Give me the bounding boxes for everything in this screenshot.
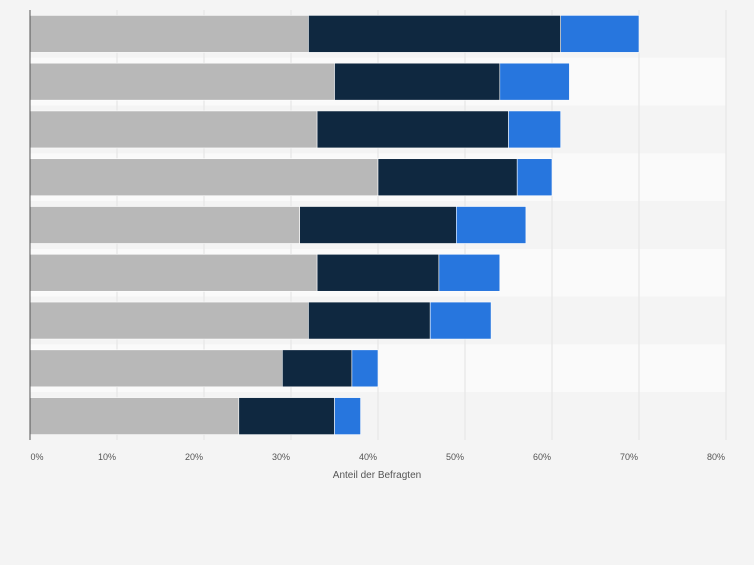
bar-segment-series-3[interactable] — [516, 158, 553, 197]
bar-segment-series-2[interactable] — [281, 349, 353, 388]
bar-segment-series-2[interactable] — [316, 110, 509, 149]
bar-segment-series-1[interactable] — [29, 15, 309, 53]
x-tick-labels: 0% 10% 20% 30% 40% 50% 60% 70% 80% — [30, 452, 725, 462]
x-tick-label: 40% — [359, 452, 377, 462]
bar-segment-series-1[interactable] — [29, 206, 301, 244]
x-tick-label: 10% — [98, 452, 116, 462]
bar-segment-series-3[interactable] — [351, 349, 379, 388]
bars — [29, 15, 640, 435]
bar-segment-series-2[interactable] — [316, 253, 440, 292]
x-tick-label: 80% — [707, 452, 725, 462]
bar-segment-series-1[interactable] — [29, 397, 240, 435]
bar-segment-series-2[interactable] — [308, 301, 431, 340]
bar-segment-series-2[interactable] — [334, 62, 501, 101]
bar-segment-series-1[interactable] — [29, 158, 379, 197]
bar-segment-series-3[interactable] — [455, 206, 527, 244]
x-tick-label: 0% — [30, 452, 43, 462]
bar-segment-series-3[interactable] — [438, 253, 501, 292]
x-tick-label: 20% — [185, 452, 203, 462]
bar-segment-series-1[interactable] — [29, 301, 309, 340]
bar-segment-series-2[interactable] — [308, 15, 561, 53]
x-tick-label: 30% — [272, 452, 290, 462]
bar-segment-series-1[interactable] — [29, 253, 318, 292]
bar-segment-series-3[interactable] — [499, 62, 570, 101]
bar-segment-series-3[interactable] — [429, 301, 492, 340]
bar-segment-series-3[interactable] — [508, 110, 562, 149]
x-axis-label: Anteil der Befragten — [333, 470, 421, 481]
bar-segment-series-3[interactable] — [560, 15, 640, 53]
bar-segment-series-3[interactable] — [334, 397, 361, 435]
bar-segment-series-1[interactable] — [29, 62, 335, 101]
bar-segment-series-1[interactable] — [29, 110, 318, 149]
bar-segment-series-2[interactable] — [238, 397, 335, 435]
bar-segment-series-2[interactable] — [299, 206, 457, 244]
bar-segment-series-2[interactable] — [377, 158, 518, 197]
bar-segment-series-1[interactable] — [29, 349, 283, 388]
x-tick-label: 60% — [533, 452, 551, 462]
x-tick-label: 70% — [620, 452, 638, 462]
x-tick-label: 50% — [446, 452, 464, 462]
